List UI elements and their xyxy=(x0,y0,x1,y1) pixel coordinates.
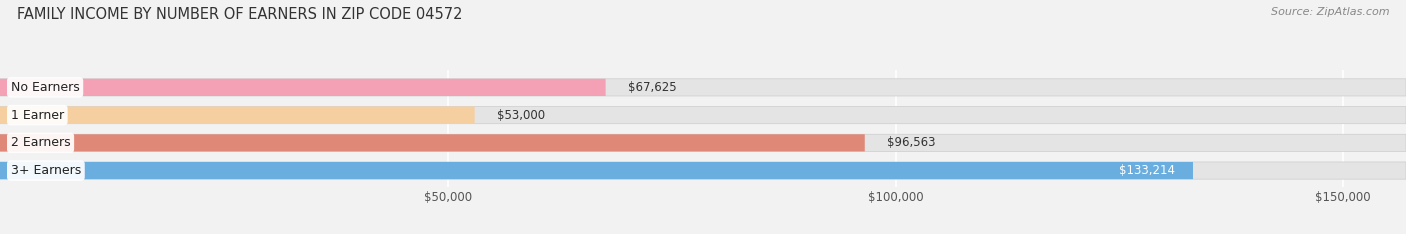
Text: 1 Earner: 1 Earner xyxy=(11,109,63,122)
FancyBboxPatch shape xyxy=(0,79,606,96)
FancyBboxPatch shape xyxy=(0,134,1406,151)
FancyBboxPatch shape xyxy=(0,79,1406,96)
Text: $67,625: $67,625 xyxy=(628,81,676,94)
Text: 2 Earners: 2 Earners xyxy=(11,136,70,149)
Text: $53,000: $53,000 xyxy=(498,109,546,122)
Text: $96,563: $96,563 xyxy=(887,136,935,149)
FancyBboxPatch shape xyxy=(0,162,1406,179)
FancyBboxPatch shape xyxy=(0,134,865,151)
Text: $133,214: $133,214 xyxy=(1119,164,1175,177)
Text: Source: ZipAtlas.com: Source: ZipAtlas.com xyxy=(1271,7,1389,17)
Text: FAMILY INCOME BY NUMBER OF EARNERS IN ZIP CODE 04572: FAMILY INCOME BY NUMBER OF EARNERS IN ZI… xyxy=(17,7,463,22)
FancyBboxPatch shape xyxy=(0,162,1192,179)
FancyBboxPatch shape xyxy=(0,106,1406,124)
Text: No Earners: No Earners xyxy=(11,81,80,94)
FancyBboxPatch shape xyxy=(0,106,475,124)
Text: 3+ Earners: 3+ Earners xyxy=(11,164,82,177)
